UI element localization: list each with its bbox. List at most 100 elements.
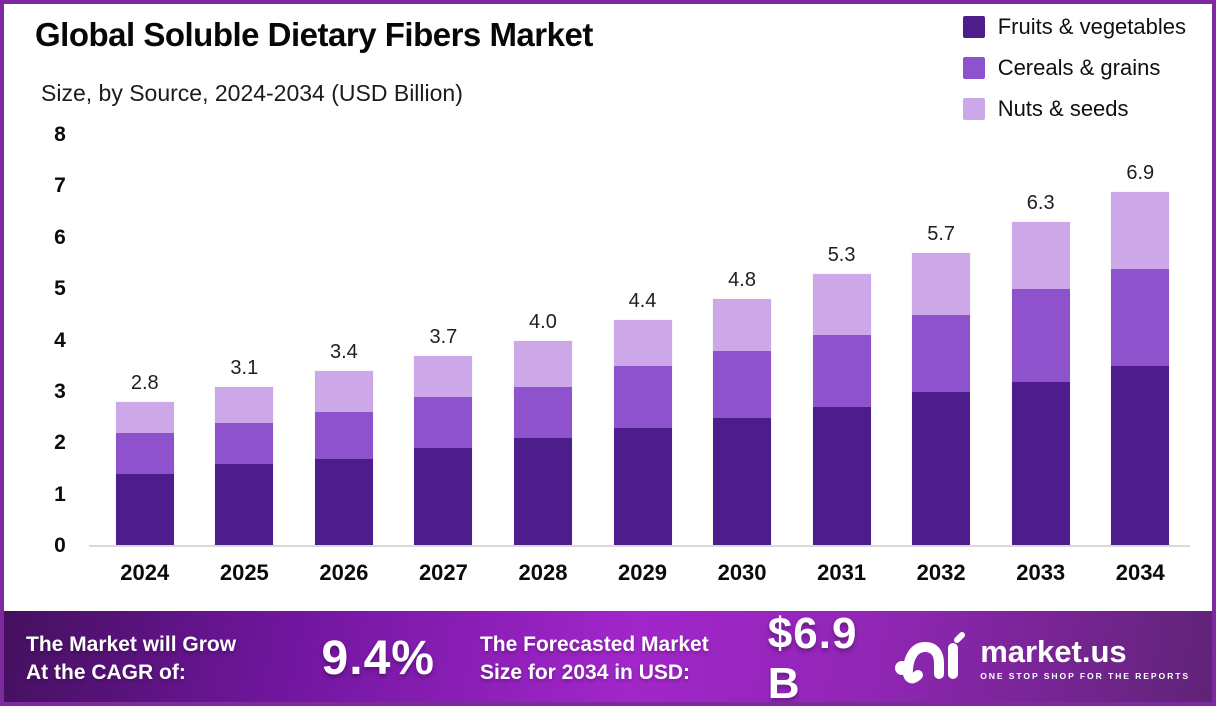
chart-title: Global Soluble Dietary Fibers Market	[35, 16, 593, 53]
forecast-label: The Forecasted Market Size for 2034 in U…	[480, 631, 756, 686]
x-axis-label: 2024	[120, 560, 170, 585]
x-axis-label: 2033	[1016, 560, 1066, 585]
bar-group: 2.8	[95, 135, 195, 546]
cagr-label-line1: The Market will Grow	[26, 632, 237, 656]
y-axis-tick: 1	[54, 482, 66, 506]
bar-segment	[912, 253, 971, 315]
y-axis-tick: 4	[54, 328, 66, 352]
legend-item-cereals-grains: Cereals & grains	[962, 55, 1186, 81]
bar-total-label: 5.3	[827, 243, 856, 266]
bar-segment	[1011, 289, 1070, 382]
x-axis-label: 2034	[1115, 560, 1165, 585]
bar-total-label: 4.4	[628, 289, 657, 312]
stacked-bar	[812, 273, 871, 546]
chart-subtitle: Size, by Source, 2024-2034 (USD Billion)	[41, 80, 463, 106]
stacked-bar	[613, 319, 672, 546]
bar-group: 6.9	[1090, 135, 1190, 546]
y-axis-tick: 5	[54, 277, 66, 301]
bar-total-label: 2.8	[130, 372, 159, 395]
bar-segment	[613, 366, 672, 428]
legend-label: Cereals & grains	[997, 55, 1161, 80]
bar-segment	[115, 432, 174, 475]
brand-text: market.us ONE STOP SHOP FOR THE REPORTS	[980, 636, 1190, 681]
bar-segment	[613, 427, 672, 546]
brand-name: market.us	[980, 634, 1127, 669]
stacked-bar	[115, 402, 174, 546]
legend-item-fruits-vegetables: Fruits & vegetables	[962, 14, 1186, 40]
bar-group: 3.1	[195, 135, 295, 546]
y-axis-tick: 2	[54, 431, 66, 455]
bar-segment	[414, 397, 473, 449]
stacked-bar	[1011, 222, 1070, 546]
bars-row: 2.8 3.1 3.4 3.7 4.0 4.4 4.8 5.3 5.7 6.3 6.9	[95, 135, 1190, 546]
bar-total-label: 6.9	[1126, 161, 1155, 184]
bar-segment	[314, 458, 373, 546]
brand-logo: market.us ONE STOP SHOP FOR THE REPORTS	[894, 631, 1190, 686]
bar-total-label: 6.3	[1026, 192, 1055, 215]
x-axis-label: 2032	[916, 560, 966, 585]
bar-segment	[812, 335, 871, 408]
stacked-bar	[912, 253, 971, 546]
bar-segment	[1111, 191, 1170, 269]
bar-group: 5.7	[891, 135, 991, 546]
y-axis-tick: 0	[54, 534, 66, 557]
bar-group: 4.4	[593, 135, 693, 546]
stacked-bar	[713, 299, 772, 546]
legend-label: Nuts & seeds	[997, 96, 1129, 121]
bar-segment	[713, 299, 772, 351]
cagr-label-line2: At the CAGR of:	[26, 660, 186, 684]
forecast-label-line1: The Forecasted Market	[479, 632, 709, 656]
bar-total-label: 5.7	[927, 223, 956, 246]
bar-segment	[115, 402, 174, 433]
bar-segment	[912, 391, 971, 546]
legend-swatch-cereals-grains-icon	[962, 57, 985, 79]
bar-group: 3.7	[394, 135, 494, 546]
bar-group: 5.3	[792, 135, 892, 546]
x-axis-label: 2029	[618, 560, 667, 585]
bar-group: 3.4	[294, 135, 394, 546]
marketus-logo-icon	[895, 631, 966, 683]
bar-segment	[912, 314, 971, 392]
stacked-bar	[215, 386, 274, 546]
bar-segment	[713, 350, 772, 418]
forecast-label-line2: Size for 2034 in USD:	[479, 660, 691, 684]
bar-segment	[314, 412, 373, 459]
bar-total-label: 3.1	[230, 356, 259, 379]
bar-segment	[513, 340, 572, 387]
bar-segment	[215, 386, 274, 423]
bar-segment	[414, 448, 473, 546]
legend-swatch-nuts-seeds-icon	[962, 98, 985, 120]
x-axis-line	[89, 545, 1190, 547]
bar-total-label: 3.4	[329, 341, 358, 364]
legend-item-nuts-seeds: Nuts & seeds	[962, 96, 1186, 122]
bar-segment	[1111, 366, 1170, 546]
bar-segment	[414, 355, 473, 398]
bar-group: 6.3	[991, 135, 1091, 546]
bar-segment	[513, 386, 572, 439]
bar-segment	[613, 319, 672, 367]
bar-segment	[215, 463, 274, 546]
brand-tagline: ONE STOP SHOP FOR THE REPORTS	[980, 671, 1191, 681]
cagr-label: The Market will Grow At the CAGR of:	[26, 631, 306, 686]
y-axis-tick: 8	[54, 123, 66, 146]
bar-segment	[713, 417, 772, 546]
forecast-value: $6.9 B	[767, 608, 858, 706]
bar-segment	[1111, 268, 1170, 367]
x-axis-label: 2027	[418, 560, 468, 585]
bar-group: 4.8	[692, 135, 792, 546]
y-axis-tick: 6	[54, 225, 66, 249]
bar-total-label: 4.0	[529, 310, 557, 333]
x-axis-label: 2028	[518, 560, 568, 585]
x-axis-label: 2025	[219, 560, 269, 585]
bar-group: 4.0	[493, 135, 593, 546]
legend: Fruits & vegetables Cereals & grains Nut…	[962, 14, 1186, 122]
y-axis-labels: 0 1 2 3 4 5 6 7 8	[40, 123, 80, 557]
bar-segment	[513, 438, 572, 546]
cagr-value: 9.4%	[321, 632, 435, 685]
stacked-bar	[513, 340, 572, 546]
bar-segment	[1011, 381, 1070, 546]
bar-segment	[812, 273, 871, 336]
legend-swatch-fruits-vegetables-icon	[962, 16, 985, 38]
footer-banner: The Market will Grow At the CAGR of: 9.4…	[0, 608, 1216, 706]
